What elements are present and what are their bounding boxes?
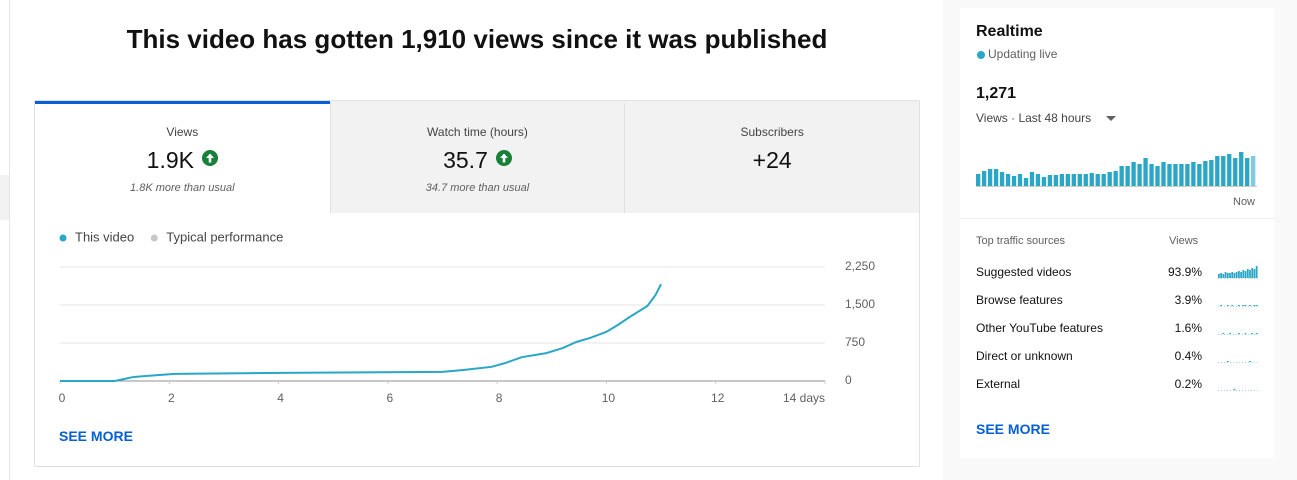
- tab-value-text: +24: [752, 147, 792, 173]
- tab-value-text: 1.9K: [146, 147, 194, 173]
- left-divider: [9, 0, 10, 480]
- traffic-label: External: [976, 377, 1021, 391]
- tab-value: 1.9K: [35, 147, 330, 174]
- traffic-views-header: Views: [1169, 235, 1199, 247]
- tab-label: Subscribers: [740, 125, 804, 139]
- traffic-header: Top traffic sources: [976, 235, 1066, 247]
- tab-note: 34.7 more than usual: [425, 182, 530, 194]
- traffic-label: Browse features: [976, 293, 1063, 307]
- traffic-value: 0.4%: [1174, 349, 1202, 363]
- tab-value: +24: [625, 147, 919, 174]
- realtime-status: Updating live: [988, 47, 1058, 61]
- tab-value: 35.7: [331, 147, 625, 174]
- tab-label: Watch time (hours): [427, 125, 528, 139]
- traffic-label: Suggested videos: [976, 265, 1072, 279]
- traffic-value: 1.6%: [1174, 321, 1202, 335]
- tab[interactable]: Subscribers +24: [624, 101, 919, 213]
- realtime-total: 1,271: [976, 85, 1017, 102]
- trend-up-icon: [201, 150, 218, 166]
- page-title: This video has gotten 1,910 views since …: [126, 24, 828, 54]
- dropdown-caret[interactable]: [1106, 116, 1116, 121]
- now-label: Now: [1233, 196, 1256, 208]
- see-more[interactable]: SEE MORE: [59, 428, 133, 444]
- tab[interactable]: Views 1.9K 1.8K more than usual: [35, 101, 330, 213]
- traffic-value: 93.9%: [1167, 265, 1202, 279]
- traffic-value: 3.9%: [1174, 293, 1202, 307]
- realtime-card: [960, 8, 1274, 458]
- realtime-see-more[interactable]: SEE MORE: [976, 421, 1050, 437]
- live-dot: [977, 51, 985, 59]
- left-strip: [0, 175, 9, 220]
- traffic-value: 0.2%: [1174, 377, 1202, 391]
- divider: [960, 218, 1274, 219]
- tab-label: Views: [166, 125, 199, 139]
- traffic-label: Other YouTube features: [976, 321, 1103, 335]
- tab-note: 1.8K more than usual: [130, 182, 235, 194]
- tab-value-text: 35.7: [443, 147, 488, 173]
- analytics-card: Views 1.9K 1.8K more than usual Watch time …: [34, 100, 920, 467]
- tab[interactable]: Watch time (hours) 35.7 34.7 more than usu…: [329, 101, 625, 213]
- trend-up-icon: [495, 150, 512, 166]
- realtime-title: Realtime: [976, 23, 1043, 40]
- realtime-period[interactable]: Views · Last 48 hours: [976, 111, 1092, 125]
- traffic-label: Direct or unknown: [976, 349, 1073, 363]
